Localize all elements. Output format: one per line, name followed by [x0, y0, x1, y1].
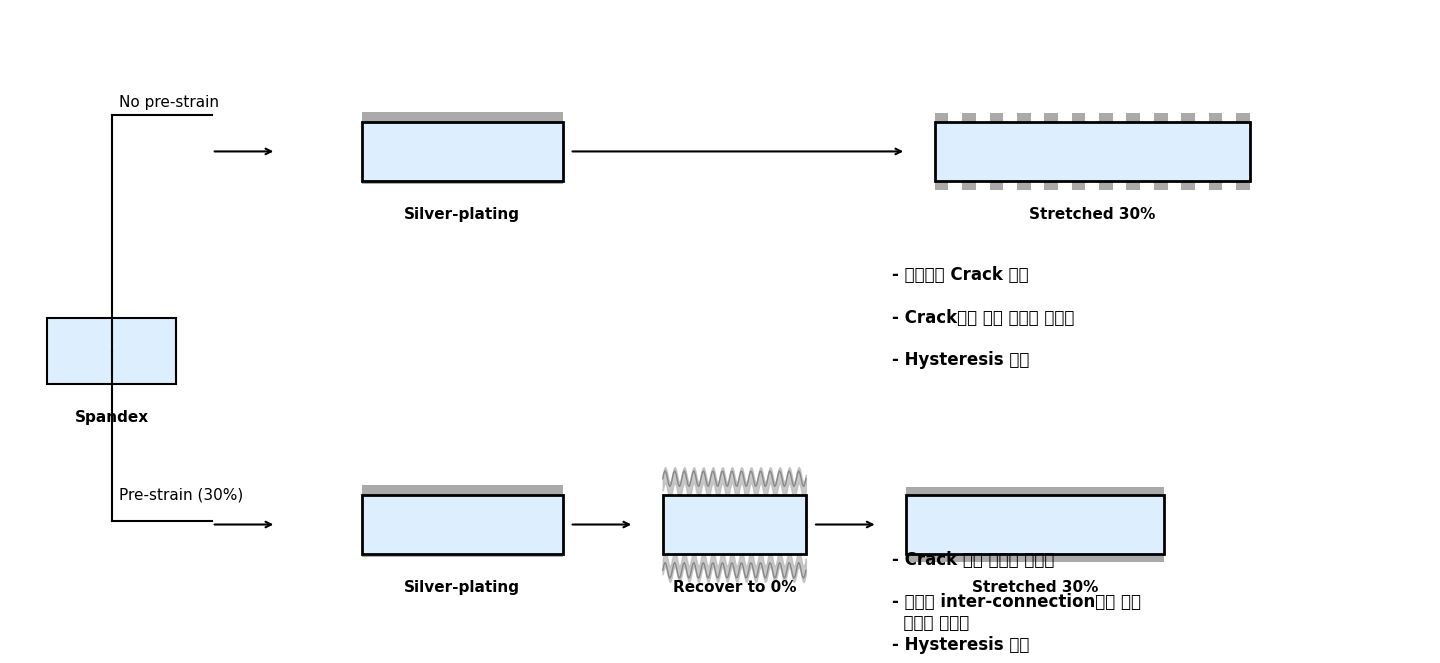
- Bar: [1126, 181, 1140, 190]
- Text: Stretched 30%: Stretched 30%: [972, 580, 1099, 595]
- Bar: [962, 113, 976, 122]
- Bar: [1099, 113, 1113, 122]
- Text: - Hysteresis 발생: - Hysteresis 발생: [891, 351, 1030, 369]
- Bar: [361, 495, 563, 554]
- Bar: [361, 174, 563, 184]
- Bar: [1236, 113, 1250, 122]
- Bar: [906, 495, 1164, 554]
- Bar: [989, 113, 1004, 122]
- Bar: [1071, 113, 1086, 122]
- Bar: [935, 122, 1250, 181]
- Bar: [1208, 113, 1223, 122]
- Bar: [989, 181, 1004, 190]
- Bar: [361, 485, 563, 495]
- Text: No pre-strain: No pre-strain: [118, 95, 219, 110]
- Bar: [1099, 181, 1113, 190]
- Text: - Crack으로 인한 전기적 불안정: - Crack으로 인한 전기적 불안정: [891, 308, 1074, 326]
- Text: Stretched 30%: Stretched 30%: [1030, 207, 1155, 222]
- Bar: [1044, 181, 1058, 190]
- Text: Pre-strain (30%): Pre-strain (30%): [118, 487, 243, 503]
- Text: Spandex: Spandex: [75, 410, 148, 425]
- Bar: [1181, 181, 1195, 190]
- Bar: [361, 112, 563, 122]
- Bar: [1181, 113, 1195, 122]
- Bar: [962, 181, 976, 190]
- Bar: [935, 181, 949, 190]
- Bar: [1071, 181, 1086, 190]
- Text: Silver-plating: Silver-plating: [405, 580, 520, 595]
- Text: Silver-plating: Silver-plating: [405, 207, 520, 222]
- Bar: [1126, 113, 1140, 122]
- Bar: [662, 495, 806, 554]
- Bar: [906, 554, 1164, 562]
- Text: - 무작위로 Crack 발생: - 무작위로 Crack 발생: [891, 266, 1028, 284]
- Text: - Crack 없이 매끈한 전도막: - Crack 없이 매끈한 전도막: [891, 551, 1054, 569]
- Bar: [361, 548, 563, 557]
- Bar: [906, 487, 1164, 495]
- Bar: [1017, 181, 1031, 190]
- Bar: [1044, 113, 1058, 122]
- Bar: [1153, 181, 1168, 190]
- Bar: [1017, 113, 1031, 122]
- Text: - Hysteresis 없음: - Hysteresis 없음: [891, 636, 1030, 654]
- Text: Recover to 0%: Recover to 0%: [672, 580, 796, 595]
- Bar: [935, 113, 949, 122]
- Bar: [1236, 181, 1250, 190]
- Bar: [1208, 181, 1223, 190]
- Bar: [361, 122, 563, 181]
- Text: - 높아진 inter-connection으로 인한
  전기적 안정성: - 높아진 inter-connection으로 인한 전기적 안정성: [891, 593, 1140, 632]
- Bar: [48, 318, 176, 384]
- Bar: [1153, 113, 1168, 122]
